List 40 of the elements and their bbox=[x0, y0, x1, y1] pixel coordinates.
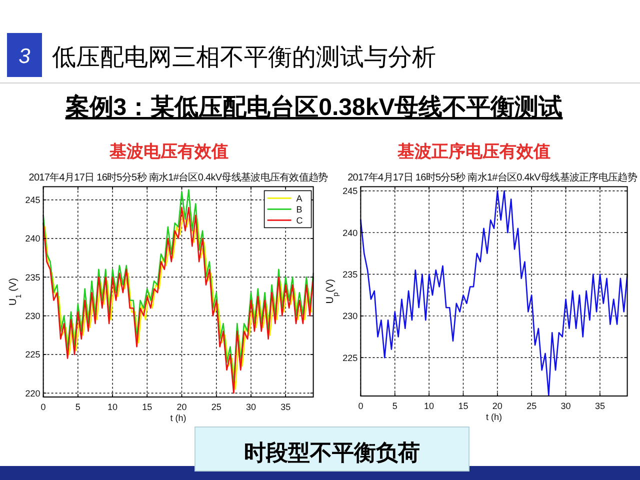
x-tick-label: 25 bbox=[211, 402, 222, 412]
text: 低压配电网三相不平衡的测试与分析 bbox=[52, 44, 436, 71]
line-series bbox=[360, 190, 628, 396]
text: 3 bbox=[18, 45, 31, 68]
x-tick-label: 20 bbox=[176, 402, 187, 412]
x-tick-label: 20 bbox=[492, 401, 502, 411]
y-tick-label: 235 bbox=[342, 269, 358, 280]
y-tick-label: 235 bbox=[25, 272, 40, 282]
x-tick-label: 5 bbox=[392, 401, 398, 411]
x-tick-label: 25 bbox=[526, 401, 537, 411]
y-tick-label: 230 bbox=[25, 311, 40, 322]
x-tick-label: 0 bbox=[358, 401, 364, 411]
y-tick-label: 225 bbox=[342, 352, 358, 363]
chart-subtitle: 2017年4月17日 16时5分5秒 南水1#台区0.4kV母线基波电压有效值趋势 bbox=[28, 172, 328, 184]
x-tick-label: 30 bbox=[246, 402, 256, 412]
x-tick-label: 15 bbox=[142, 402, 152, 412]
y-tick-label: 220 bbox=[25, 388, 40, 398]
x-tick-label: 15 bbox=[458, 401, 468, 411]
text: 时段型不平衡负荷 bbox=[244, 440, 420, 465]
y-tick-label: 240 bbox=[342, 228, 358, 238]
x-tick-label: 10 bbox=[424, 401, 434, 411]
chart-title: 基波电压有效值 bbox=[108, 142, 228, 161]
x-tick-label: 35 bbox=[280, 402, 291, 412]
x-axis-title: t (h) bbox=[170, 413, 186, 423]
legend-label: A bbox=[296, 194, 302, 204]
y-tick-label: 240 bbox=[25, 234, 40, 244]
chart-subtitle: 2017年4月17日 16时5分5秒 南水1#台区0.4kV母线基波正序电压趋势 bbox=[348, 172, 638, 184]
y-tick-label: 245 bbox=[25, 195, 40, 206]
x-tick-label: 10 bbox=[108, 402, 118, 412]
x-tick-label: 35 bbox=[594, 401, 605, 411]
x-tick-label: 0 bbox=[40, 402, 46, 412]
legend-label: C bbox=[296, 216, 304, 226]
chart-title: 基波正序电压有效值 bbox=[396, 142, 550, 161]
y-tick-label: 230 bbox=[342, 311, 358, 322]
x-tick-label: 5 bbox=[75, 402, 80, 412]
legend-label: B bbox=[296, 204, 302, 214]
x-axis-title: t (h) bbox=[486, 412, 502, 422]
y-tick-label: 245 bbox=[342, 186, 358, 196]
y-tick-label: 225 bbox=[25, 350, 40, 360]
x-tick-label: 30 bbox=[560, 401, 571, 411]
